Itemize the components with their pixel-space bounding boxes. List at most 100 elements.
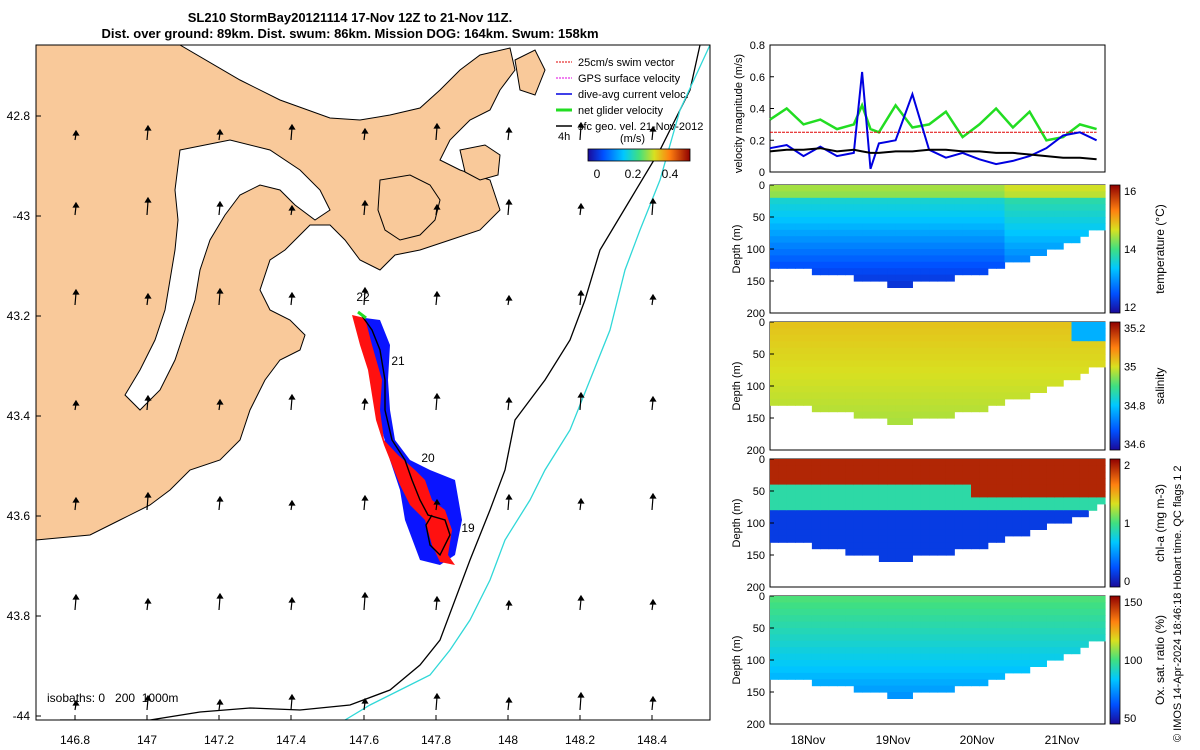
- heatmap-cell: [945, 491, 955, 498]
- heatmap-cell: [971, 223, 980, 231]
- heatmap-cell: [820, 497, 830, 505]
- heatmap-cell: [770, 223, 779, 231]
- y-tick-label: 43.6: [7, 509, 31, 523]
- heatmap-cell: [904, 197, 913, 205]
- heatmap-cell: [887, 191, 897, 199]
- heatmap-cell: [1071, 628, 1081, 635]
- heatmap-cell: [853, 459, 863, 466]
- heatmap-cell: [1071, 354, 1081, 361]
- heatmap-cell: [1054, 510, 1064, 518]
- day-label: 22: [356, 290, 370, 304]
- heatmap-cell: [887, 471, 897, 479]
- heatmap-cell: [1004, 621, 1014, 629]
- heatmap-cell: [1088, 204, 1098, 212]
- heatmap-cell: [1012, 328, 1022, 336]
- heatmap-cell: [1063, 366, 1073, 374]
- heatmap-cell: [1021, 379, 1031, 387]
- heatmap-cell: [962, 328, 972, 336]
- heatmap-cell: [795, 596, 805, 603]
- heatmap-cell: [895, 405, 905, 413]
- heatmap-cell: [962, 529, 972, 537]
- heatmap-cell: [853, 347, 863, 355]
- heatmap-cell: [1038, 328, 1047, 336]
- heatmap-cell: [912, 360, 922, 368]
- heatmap-cell: [904, 523, 913, 530]
- heatmap-cell: [870, 621, 880, 629]
- depth-label: Depth (m): [731, 225, 743, 274]
- heatmap-cell: [979, 360, 989, 368]
- heatmap-cell: [929, 354, 939, 361]
- heatmap-cell: [862, 334, 872, 342]
- heatmap-cell: [887, 281, 897, 288]
- heatmap-cell: [887, 640, 897, 648]
- heatmap-cell: [971, 405, 980, 413]
- heatmap-cell: [837, 334, 846, 342]
- heatmap-cell: [862, 204, 872, 212]
- heatmap-cell: [828, 478, 838, 486]
- heatmap-cell: [887, 459, 897, 466]
- heatmap-cell: [820, 621, 830, 629]
- heatmap-cell: [954, 360, 964, 368]
- heatmap-cell: [1063, 185, 1073, 192]
- heatmap-cell: [803, 242, 813, 250]
- heatmap-cell: [1012, 640, 1022, 648]
- heatmap-cell: [1029, 334, 1039, 342]
- heatmap-cell: [811, 236, 821, 244]
- heatmap-cell: [778, 497, 788, 505]
- heatmap-cell: [996, 360, 1006, 368]
- heatmap-cell: [987, 191, 997, 199]
- heatmap-cell: [971, 204, 980, 212]
- heatmap-cell: [962, 392, 972, 400]
- heatmap-cell: [887, 261, 897, 269]
- heatmap-cell: [904, 322, 913, 329]
- heatmap-cell: [929, 386, 939, 393]
- heatmap-cell: [820, 249, 830, 256]
- heatmap-cell: [979, 666, 989, 674]
- heatmap-cell: [895, 497, 905, 505]
- velocity-arrow: [505, 696, 513, 711]
- heatmap-cell: [853, 373, 863, 381]
- heatmap-cell: [1096, 210, 1106, 218]
- heatmap-cell: [845, 373, 855, 381]
- heatmap-cell: [878, 548, 888, 556]
- heatmap-cell: [837, 379, 846, 387]
- heatmap-cell: [887, 236, 897, 244]
- heatmap-cell: [962, 334, 972, 342]
- heatmap-cell: [1021, 347, 1031, 355]
- heatmap-cell: [887, 510, 897, 518]
- heatmap-cell: [1021, 328, 1031, 336]
- heatmap-cell: [887, 411, 897, 419]
- heatmap-cell: [979, 621, 989, 629]
- heatmap-cell: [1054, 191, 1064, 199]
- heatmap-cell: [929, 411, 939, 419]
- heatmap-cell: [971, 510, 980, 518]
- heatmap-cell: [987, 185, 997, 192]
- heatmap-cell: [837, 405, 846, 413]
- heatmap-cell: [962, 608, 972, 616]
- heatmap-cell: [1012, 478, 1022, 486]
- heatmap-cell: [1038, 347, 1047, 355]
- heatmap-cell: [929, 229, 939, 237]
- heatmap-cell: [878, 261, 888, 269]
- heatmap-cell: [1021, 497, 1031, 505]
- heatmap-cell: [1071, 459, 1081, 466]
- heatmap-cell: [929, 602, 939, 610]
- heatmap-cell: [887, 373, 897, 381]
- heatmap-cell: [954, 347, 964, 355]
- heatmap-cell: [979, 465, 989, 473]
- velocity-arrow: [505, 198, 513, 216]
- heatmap-cell: [920, 672, 930, 680]
- heatmap-cell: [1054, 503, 1064, 511]
- heatmap-cell: [770, 360, 779, 368]
- heatmap-cell: [1004, 471, 1014, 479]
- heatmap-cell: [862, 392, 872, 400]
- heatmap-cell: [1046, 217, 1056, 224]
- heatmap-cell: [929, 484, 939, 492]
- isobath-1000m: [344, 45, 710, 720]
- map-x-axis: 146.8 147 147.2 147.4 147.6 147.8 148 148.2 148.…: [60, 715, 667, 747]
- heatmap-cell: [878, 653, 888, 661]
- heatmap-cell: [937, 503, 947, 511]
- heatmap-cell: [845, 535, 855, 543]
